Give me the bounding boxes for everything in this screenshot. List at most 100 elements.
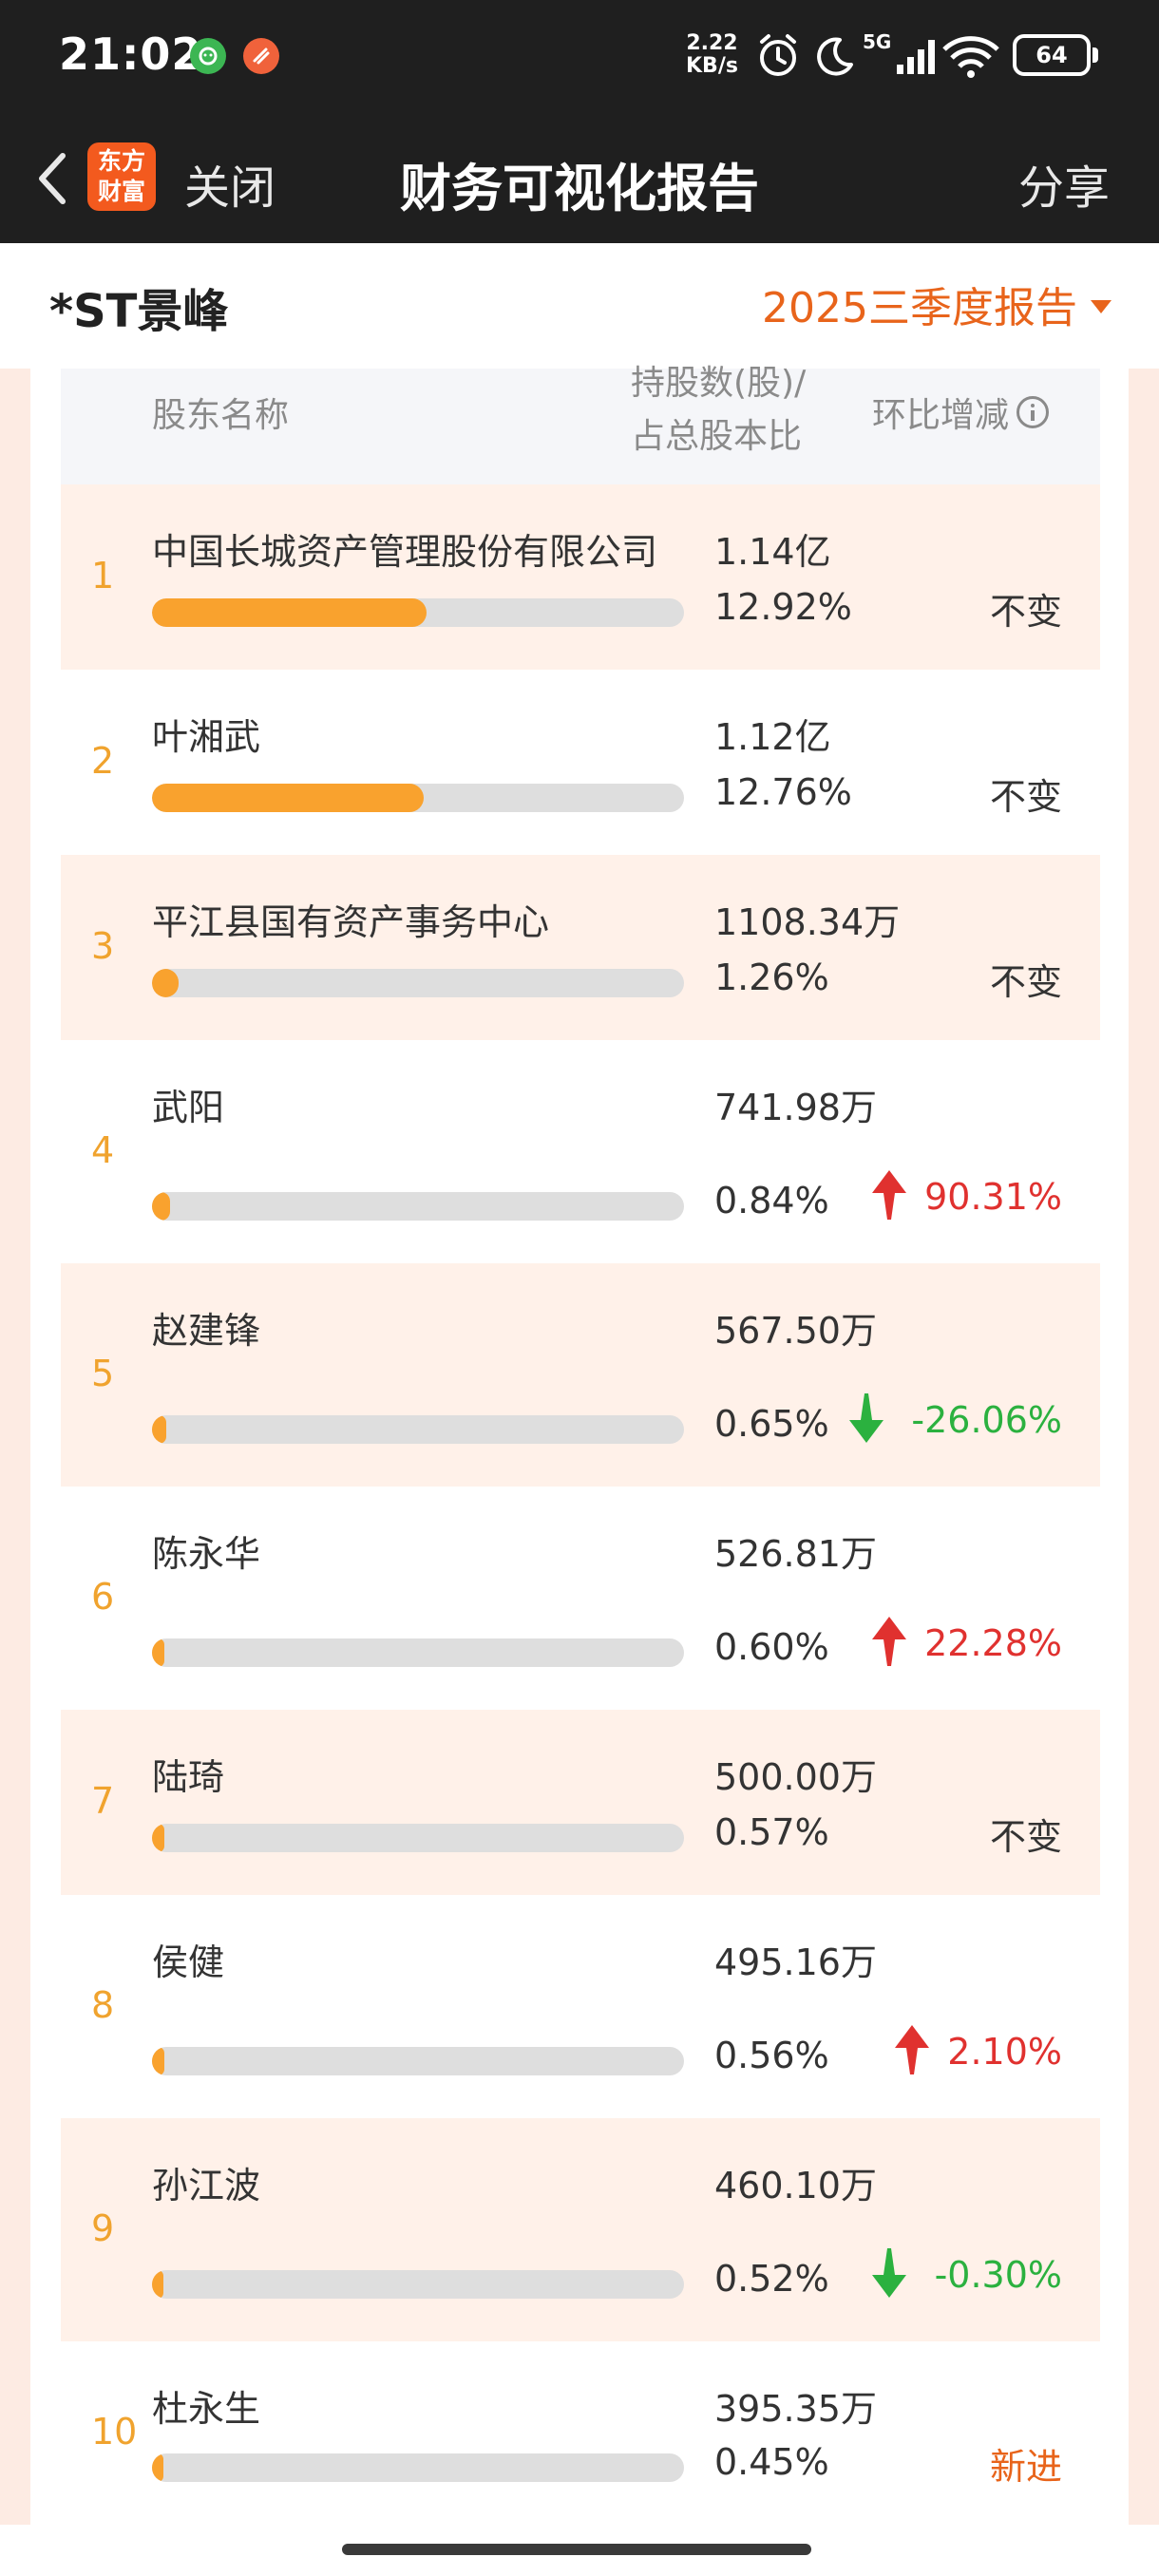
share-button[interactable]: 分享: [1017, 161, 1110, 215]
share-percent: 12.76%: [714, 771, 852, 813]
table-row[interactable]: 2 叶湘武 1.12亿 12.76% 不变: [61, 670, 1100, 855]
shareholder-name: 杜永生: [152, 2388, 261, 2430]
home-indicator[interactable]: [342, 2544, 811, 2555]
share-count: 495.16万: [714, 1941, 877, 1983]
report-period-select[interactable]: 2025三季度报告: [762, 274, 1112, 334]
holding-bar-fill: [152, 1192, 170, 1221]
table-row[interactable]: 8 侯健 495.16万 0.56% 2.10%: [61, 1895, 1100, 2118]
share-count: 1.14亿: [714, 531, 831, 573]
share-count: 460.10万: [714, 2165, 877, 2207]
column-header-holding-line1: 持股数(股)/: [631, 364, 807, 403]
share-count: 741.98万: [714, 1087, 877, 1128]
holding-bar-fill: [152, 2270, 163, 2299]
holding-bar-track: [152, 1638, 684, 1667]
share-percent: 0.52%: [714, 2258, 829, 2300]
status-bar: 21:02 2.22 KB/s 5G 64: [0, 0, 1159, 114]
shareholder-name: 叶湘武: [152, 716, 261, 758]
holding-bar-fill: [152, 969, 179, 997]
caret-down-icon: [1091, 300, 1112, 313]
holding-bar-track: [152, 1192, 684, 1221]
row-rank: 10: [91, 2410, 138, 2453]
speed-value: 2.22: [686, 31, 738, 55]
bottom-area: [0, 2525, 1159, 2576]
share-count: 395.35万: [714, 2388, 877, 2430]
table-row[interactable]: 4 武阳 741.98万 0.84% 90.31%: [61, 1040, 1100, 1263]
row-rank: 9: [91, 2207, 115, 2249]
holding-bar-fill: [152, 598, 427, 627]
back-icon[interactable]: [25, 142, 82, 215]
share-percent: 0.45%: [714, 2441, 829, 2483]
holding-bar-fill: [152, 1824, 164, 1852]
arrow-up-icon: [872, 1617, 906, 1666]
status-time: 21:02: [59, 28, 203, 80]
holding-bar-track: [152, 598, 684, 627]
row-rank: 2: [91, 739, 115, 782]
column-header-holding: 持股数(股)/ 占总股本比: [631, 357, 806, 464]
change-value: 90.31%: [924, 1176, 1062, 1218]
battery-level: 64: [1036, 42, 1068, 68]
change-value: -26.06%: [911, 1399, 1062, 1441]
table-row[interactable]: 9 孙江波 460.10万 0.52% -0.30%: [61, 2118, 1100, 2341]
arrow-down-icon: [872, 2248, 906, 2298]
row-rank: 7: [91, 1779, 115, 1822]
table-header: 股东名称 持股数(股)/ 占总股本比 环比增减: [61, 364, 1100, 484]
shareholder-name: 孙江波: [152, 2165, 261, 2207]
share-percent: 12.92%: [714, 586, 852, 628]
logo-line1: 东方: [97, 147, 145, 175]
table-row[interactable]: 5 赵建锋 567.50万 0.65% -26.06%: [61, 1263, 1100, 1487]
change-value: 2.10%: [947, 2031, 1062, 2073]
shareholder-name: 陈永华: [152, 1533, 261, 1575]
holding-bar-fill: [152, 1415, 166, 1444]
right-edge: [1129, 369, 1159, 2525]
page-title-wrap: 财务可视化报告: [0, 146, 1159, 221]
signal-icon: [897, 40, 935, 74]
moon-icon: [817, 37, 853, 76]
table-row[interactable]: 1 中国长城资产管理股份有限公司 1.14亿 12.92% 不变: [61, 484, 1100, 670]
nav-bar: 东方 财富 关闭 财务可视化报告 分享: [0, 114, 1159, 243]
logo-line2: 财富: [97, 178, 145, 205]
arrow-up-icon: [895, 2025, 929, 2074]
holding-bar-fill: [152, 2453, 163, 2482]
network-speed: 2.22 KB/s: [686, 32, 738, 78]
info-icon[interactable]: [1016, 396, 1050, 428]
holding-bar-fill: [152, 2047, 164, 2075]
change-value: 不变: [989, 961, 1062, 1003]
page-title: 财务可视化报告: [400, 159, 759, 218]
table-row[interactable]: 10 杜永生 395.35万 0.45% 新进: [61, 2341, 1100, 2525]
row-rank: 6: [91, 1575, 115, 1618]
change-value: 新进: [989, 2446, 1062, 2488]
report-period-label: 2025三季度报告: [762, 284, 1077, 332]
close-button[interactable]: 关闭: [184, 161, 276, 215]
shareholder-name: 陆琦: [152, 1756, 225, 1798]
app-icon: [243, 38, 279, 74]
share-percent: 0.84%: [714, 1180, 829, 1222]
share-count: 526.81万: [714, 1533, 877, 1575]
battery-tip: [1092, 47, 1098, 63]
shareholder-name: 赵建锋: [152, 1310, 261, 1352]
share-count: 500.00万: [714, 1756, 877, 1798]
shareholder-name: 中国长城资产管理股份有限公司: [152, 531, 658, 573]
table-row[interactable]: 3 平江县国有资产事务中心 1108.34万 1.26% 不变: [61, 855, 1100, 1040]
alarm-icon: [760, 34, 796, 76]
change-value: 22.28%: [924, 1622, 1062, 1664]
stock-header: *ST景峰 2025三季度报告: [0, 243, 1159, 369]
share-count: 1108.34万: [714, 901, 901, 943]
table-row[interactable]: 7 陆琦 500.00万 0.57% 不变: [61, 1710, 1100, 1895]
shareholder-name: 平江县国有资产事务中心: [152, 901, 550, 943]
holding-bar-track: [152, 1824, 684, 1852]
change-value: 不变: [989, 591, 1062, 633]
share-count: 1.12亿: [714, 716, 831, 758]
holding-bar-track: [152, 2453, 684, 2482]
table-row[interactable]: 6 陈永华 526.81万 0.60% 22.28%: [61, 1487, 1100, 1710]
column-header-change: 环比增减: [872, 388, 1050, 437]
change-value: 不变: [989, 1816, 1062, 1858]
eastmoney-logo: 东方 财富: [87, 142, 156, 211]
holding-bar-track: [152, 784, 684, 812]
row-rank: 1: [91, 554, 115, 597]
holding-bar-track: [152, 2270, 684, 2299]
change-value: -0.30%: [934, 2254, 1062, 2296]
row-rank: 4: [91, 1128, 115, 1171]
arrow-down-icon: [849, 1393, 884, 1443]
row-rank: 5: [91, 1352, 115, 1394]
stock-name: *ST景峰: [49, 285, 229, 338]
